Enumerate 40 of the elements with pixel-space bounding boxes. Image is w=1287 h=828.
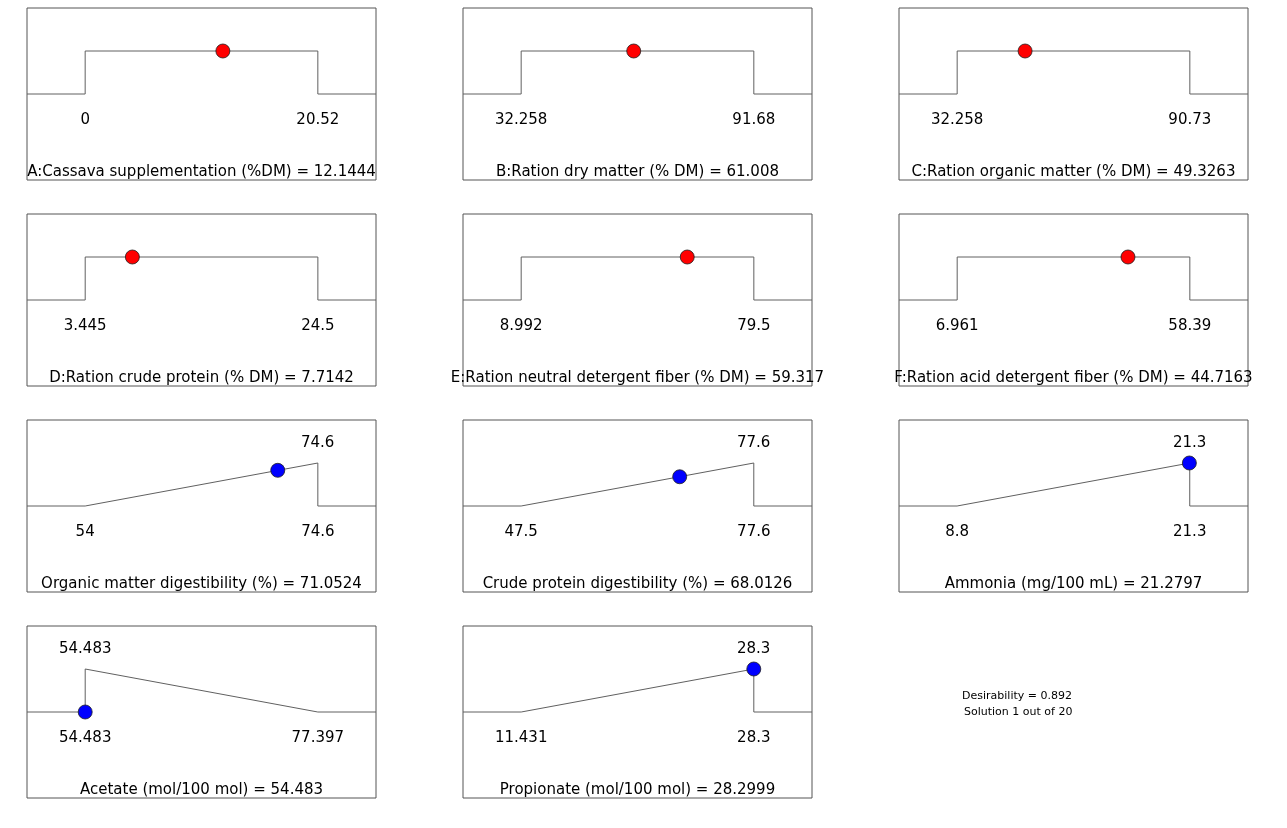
x-tick-label: 8.992 [499,316,543,334]
x-axis-title: Organic matter digestibility (%) = 71.0524 [41,574,362,592]
x-tick-label: 32.258 [494,110,548,128]
text: Solution 1 out of 20 [964,705,1073,718]
x-tick-label: 3.445 [63,316,107,334]
x-tick-label: 20.52 [296,110,340,128]
x-axis-title: Acetate (mol/100 mol) = 54.483 [79,780,324,798]
x-tick-label: 32.258 [930,110,984,128]
x-axis-title: A:Cassava supplementation (%DM) = 12.1444 [27,162,376,180]
x-tick-label: 74.6 [301,522,335,540]
x-tick-label: 54.483 [58,728,112,746]
x-tick-label: 77.6 [737,522,771,540]
annotation: 54.483 [59,639,112,657]
annotation: 77.6 [737,433,771,451]
x-axis-title: B:Ration dry matter (% DM) = 61.008 [495,162,780,180]
x-axis-title: D:Ration crude protein (% DM) = 7.7142 [49,368,354,386]
x-axis-title: F:Ration acid detergent fiber (% DM) = 44.7163 [894,368,1253,386]
annotation: 28.3 [737,639,771,657]
x-tick-label: 24.5 [301,316,335,334]
x-tick-label: 90.73 [1168,110,1212,128]
annotation: 21.3 [1173,433,1207,451]
x-axis-title: Propionate (mol/100 mol) = 28.2999 [499,780,776,798]
x-tick-label: 47.5 [504,522,538,540]
annotation: 74.6 [301,433,335,451]
x-tick-label: 0 [80,110,90,128]
x-axis-title: Ammonia (mg/100 mL) = 21.2797 [944,574,1203,592]
x-tick-label: 6.961 [935,316,979,334]
x-axis-title: E:Ration neutral detergent fiber (% DM) = 59.317 [450,368,825,386]
x-tick-label: 79.5 [737,316,771,334]
text: Desirability = 0.892 [962,689,1072,702]
x-tick-label: 58.39 [1168,316,1212,334]
x-tick-label: 28.3 [737,728,771,746]
x-axis-title: C:Ration organic matter (% DM) = 49.3263 [911,162,1236,180]
x-tick-label: 8.8 [945,522,969,540]
x-axis-title: Crude protein digestibility (%) = 68.0126 [482,574,793,592]
x-tick-label: 54 [75,522,95,540]
x-tick-label: 21.3 [1173,522,1207,540]
x-tick-label: 91.68 [732,110,776,128]
x-tick-label: 11.431 [494,728,548,746]
x-tick-label: 77.397 [291,728,345,746]
